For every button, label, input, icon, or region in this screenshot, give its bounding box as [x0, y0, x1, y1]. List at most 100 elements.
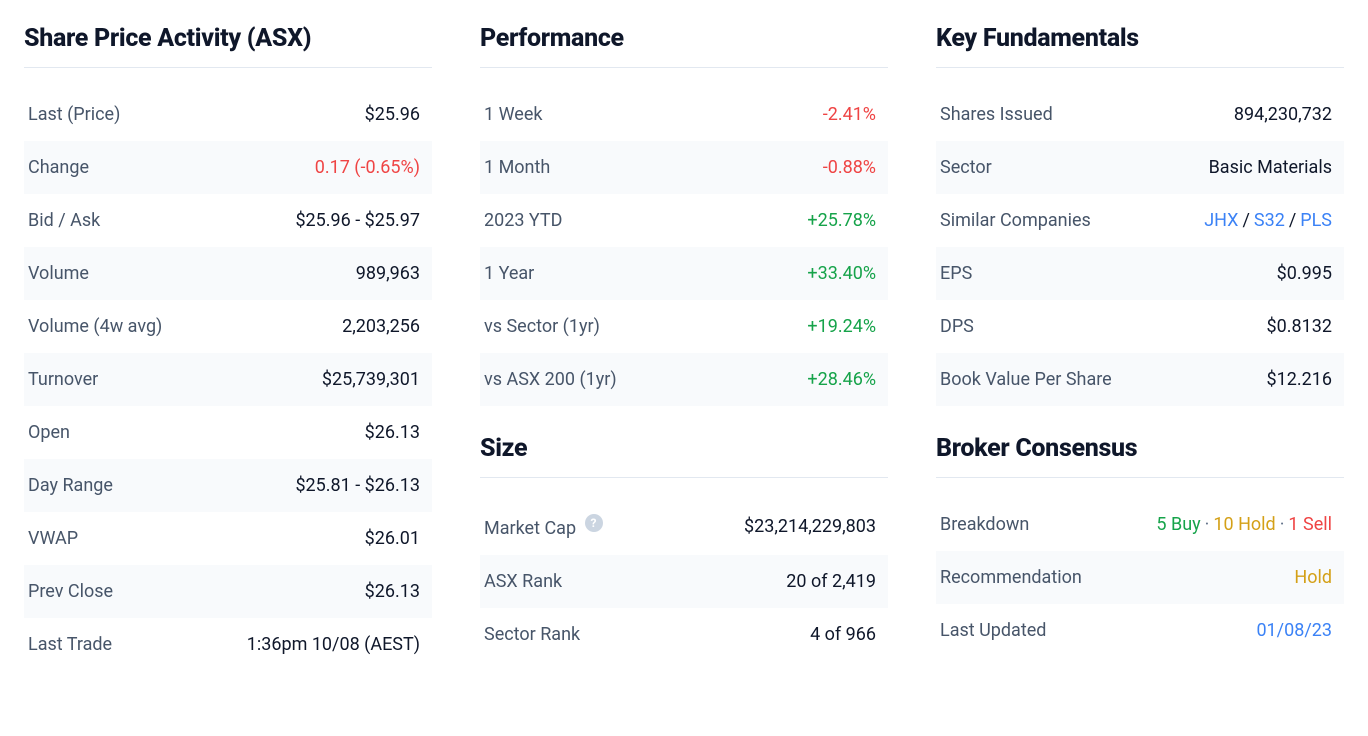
row-eps: EPS $0.995 [936, 247, 1344, 300]
row-value: 1:36pm 10/08 (AEST) [247, 634, 420, 655]
ticker-link-2[interactable]: PLS [1300, 210, 1332, 231]
breakdown-hold: 10 Hold [1213, 514, 1275, 535]
row-value: $26.01 [365, 528, 420, 549]
table-row: Last (Price) $25.96 [24, 88, 432, 141]
broker-block: Broker Consensus Breakdown 5 Buy·10 Hold… [936, 434, 1344, 657]
row-value: $26.13 [365, 422, 420, 443]
row-value: +28.46% [807, 369, 876, 390]
table-row: Open $26.13 [24, 406, 432, 459]
breakdown-value: 5 Buy·10 Hold·1 Sell [1156, 514, 1332, 535]
row-label: Bid / Ask [28, 210, 100, 231]
row-value: -2.41% [823, 104, 876, 125]
similar-label: Similar Companies [940, 210, 1091, 231]
row-value: $25.96 [365, 104, 420, 125]
row-value: $26.13 [365, 581, 420, 602]
eps-label: EPS [940, 263, 972, 284]
row-value: $25.81 - $26.13 [295, 475, 420, 496]
last-updated-label: Last Updated [940, 620, 1046, 641]
row-sector: Sector Basic Materials [936, 141, 1344, 194]
row-label: Change [28, 157, 89, 178]
row-label: Day Range [28, 475, 113, 496]
performance-rows: 1 Week -2.41% 1 Month -0.88% 2023 YTD+25.78%… [480, 88, 888, 406]
row-label: vs Sector (1yr) [484, 316, 600, 337]
row-value: 0.17 (-0.65%) [315, 157, 420, 178]
row-recommendation: Recommendation Hold [936, 551, 1344, 604]
share-price-title: Share Price Activity (ASX) [24, 24, 432, 68]
dps-value: $0.8132 [1267, 316, 1332, 337]
size-title: Size [480, 434, 888, 478]
row-label: VWAP [28, 528, 78, 549]
asx-rank-label: ASX Rank [484, 571, 562, 592]
row-value: -0.88% [823, 157, 876, 178]
row-label: 1 Week [484, 104, 543, 125]
row-value: 989,963 [356, 263, 420, 284]
row-label: Prev Close [28, 581, 113, 602]
row-bvps: Book Value Per Share $12.216 [936, 353, 1344, 406]
broker-title: Broker Consensus [936, 434, 1344, 478]
col-fundamentals-broker: Key Fundamentals Shares Issued 894,230,7… [936, 24, 1344, 699]
shares-issued-label: Shares Issued [940, 104, 1053, 125]
size-rows: Market Cap ? $23,214,229,803 ASX Rank 20… [480, 498, 888, 661]
help-icon[interactable]: ? [585, 514, 603, 532]
table-row: vs ASX 200 (1yr) +28.46% [480, 353, 888, 406]
dps-label: DPS [940, 316, 974, 337]
share-price-block: Share Price Activity (ASX) Last (Price) $… [24, 24, 432, 671]
row-label: Last (Price) [28, 104, 120, 125]
fundamentals-title: Key Fundamentals [936, 24, 1344, 68]
table-row: 1 Month -0.88% [480, 141, 888, 194]
bvps-label: Book Value Per Share [940, 369, 1112, 390]
row-label: 1 Year [484, 263, 534, 284]
row-label: Volume [28, 263, 89, 284]
row-label: Last Trade [28, 634, 112, 655]
table-row: Volume 989,963 [24, 247, 432, 300]
row-value: +25.78% [807, 210, 876, 231]
table-row: 2023 YTD+25.78% [480, 194, 888, 247]
row-label: Open [28, 422, 70, 443]
table-row: Last Trade 1:36pm 10/08 (AEST) [24, 618, 432, 671]
ticker-link-1[interactable]: S32 [1254, 210, 1285, 231]
row-sector-rank: Sector Rank 4 of 966 [480, 608, 888, 661]
ticker-link-0[interactable]: JHX [1204, 210, 1238, 231]
performance-title: Performance [480, 24, 888, 68]
sector-rank-label: Sector Rank [484, 624, 580, 645]
row-label: 1 Month [484, 157, 550, 178]
table-row: Day Range $25.81 - $26.13 [24, 459, 432, 512]
table-row: Turnover $25,739,301 [24, 353, 432, 406]
row-value: 2,203,256 [342, 316, 420, 337]
table-row: 1 Week -2.41% [480, 88, 888, 141]
recommendation-label: Recommendation [940, 567, 1082, 588]
table-row: Bid / Ask $25.96 - $25.97 [24, 194, 432, 247]
fundamentals-block: Key Fundamentals Shares Issued 894,230,7… [936, 24, 1344, 406]
breakdown-sell: 1 Sell [1288, 514, 1332, 535]
row-asx-rank: ASX Rank 20 of 2,419 [480, 555, 888, 608]
similar-tickers: JHX/S32/PLS [1204, 210, 1332, 231]
row-shares-issued: Shares Issued 894,230,732 [936, 88, 1344, 141]
sector-rank-value: 4 of 966 [810, 624, 876, 645]
sector-label: Sector [940, 157, 992, 178]
table-row: Change 0.17 (-0.65%) [24, 141, 432, 194]
row-similar-companies: Similar Companies JHX/S32/PLS [936, 194, 1344, 247]
share-price-rows: Last (Price) $25.96 Change 0.17 (-0.65%) Bid… [24, 88, 432, 671]
row-label: Volume (4w avg) [28, 316, 162, 337]
row-breakdown: Breakdown 5 Buy·10 Hold·1 Sell [936, 498, 1344, 551]
row-value: $25.96 - $25.97 [295, 210, 420, 231]
row-label: Turnover [28, 369, 98, 390]
col-performance-size: Performance 1 Week -2.41% 1 Month -0.88% 202… [480, 24, 888, 699]
row-value: +33.40% [807, 263, 876, 284]
row-value: $25,739,301 [322, 369, 420, 390]
shares-issued-value: 894,230,732 [1234, 104, 1332, 125]
asx-rank-value: 20 of 2,419 [786, 571, 876, 592]
col-share-price: Share Price Activity (ASX) Last (Price) $… [24, 24, 432, 699]
size-block: Size Market Cap ? $23,214,229,803 ASX Ra… [480, 434, 888, 661]
row-label: vs ASX 200 (1yr) [484, 369, 617, 390]
eps-value: $0.995 [1277, 263, 1332, 284]
table-row: 1 Year +33.40% [480, 247, 888, 300]
row-value: +19.24% [807, 316, 876, 337]
last-updated-value[interactable]: 01/08/23 [1256, 620, 1332, 641]
recommendation-value: Hold [1294, 567, 1332, 588]
sector-value: Basic Materials [1209, 157, 1332, 178]
market-cap-label: Market Cap ? [484, 514, 603, 539]
performance-block: Performance 1 Week -2.41% 1 Month -0.88% 202… [480, 24, 888, 406]
table-row: VWAP $26.01 [24, 512, 432, 565]
breakdown-buy: 5 Buy [1156, 514, 1200, 535]
